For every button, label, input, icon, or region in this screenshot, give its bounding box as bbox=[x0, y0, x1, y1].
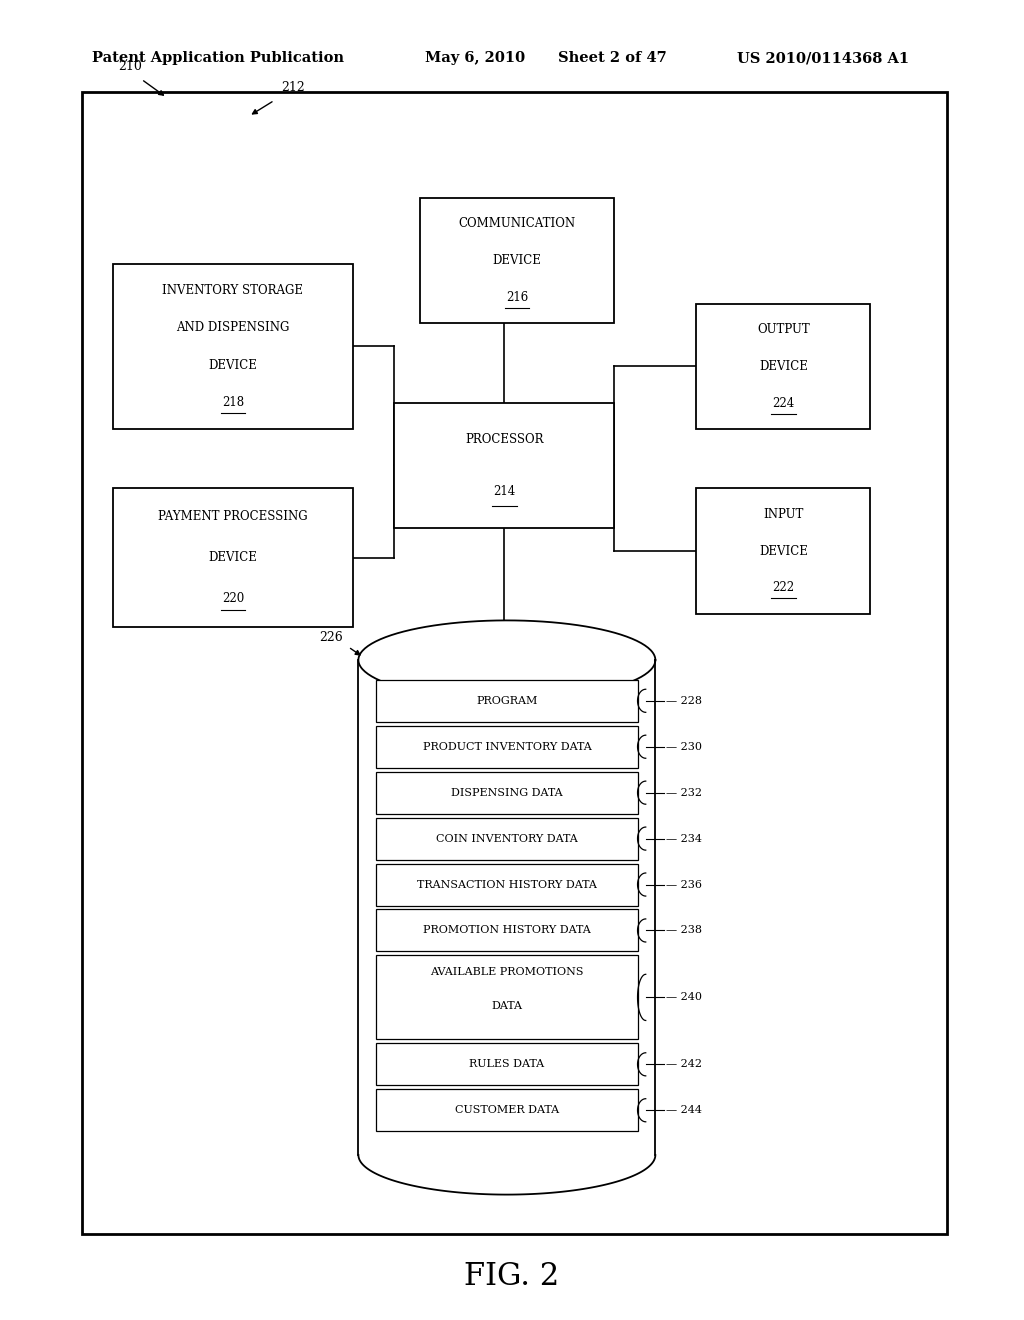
Text: DEVICE: DEVICE bbox=[209, 552, 257, 564]
Text: — 232: — 232 bbox=[667, 788, 702, 797]
FancyBboxPatch shape bbox=[376, 680, 638, 722]
Text: PROGRAM: PROGRAM bbox=[476, 696, 538, 706]
Text: PROCESSOR: PROCESSOR bbox=[465, 433, 544, 446]
Text: DEVICE: DEVICE bbox=[209, 359, 257, 372]
Text: 212: 212 bbox=[282, 81, 305, 94]
Text: DATA: DATA bbox=[492, 1001, 522, 1011]
Text: — 228: — 228 bbox=[667, 696, 702, 706]
Text: DEVICE: DEVICE bbox=[759, 545, 808, 557]
FancyBboxPatch shape bbox=[394, 403, 614, 528]
Text: 216: 216 bbox=[506, 292, 528, 304]
FancyBboxPatch shape bbox=[82, 92, 947, 1234]
Text: 220: 220 bbox=[222, 591, 244, 605]
FancyBboxPatch shape bbox=[113, 488, 353, 627]
Text: US 2010/0114368 A1: US 2010/0114368 A1 bbox=[737, 51, 909, 65]
Text: — 236: — 236 bbox=[667, 879, 702, 890]
FancyBboxPatch shape bbox=[376, 863, 638, 906]
FancyBboxPatch shape bbox=[376, 1043, 638, 1085]
FancyBboxPatch shape bbox=[696, 488, 870, 614]
Text: OUTPUT: OUTPUT bbox=[757, 323, 810, 335]
FancyBboxPatch shape bbox=[376, 817, 638, 859]
Text: DEVICE: DEVICE bbox=[493, 255, 542, 267]
FancyBboxPatch shape bbox=[376, 909, 638, 952]
FancyBboxPatch shape bbox=[376, 956, 638, 1039]
FancyBboxPatch shape bbox=[696, 304, 870, 429]
FancyBboxPatch shape bbox=[376, 726, 638, 768]
Text: RULES DATA: RULES DATA bbox=[469, 1060, 545, 1069]
Text: 214: 214 bbox=[494, 484, 515, 498]
FancyBboxPatch shape bbox=[376, 1089, 638, 1131]
Text: INPUT: INPUT bbox=[763, 508, 804, 520]
Text: Patent Application Publication: Patent Application Publication bbox=[92, 51, 344, 65]
Text: PROMOTION HISTORY DATA: PROMOTION HISTORY DATA bbox=[423, 925, 591, 936]
Text: — 242: — 242 bbox=[667, 1060, 702, 1069]
Text: COMMUNICATION: COMMUNICATION bbox=[459, 218, 575, 230]
Text: — 230: — 230 bbox=[667, 742, 702, 751]
Text: TRANSACTION HISTORY DATA: TRANSACTION HISTORY DATA bbox=[417, 879, 597, 890]
FancyBboxPatch shape bbox=[113, 264, 353, 429]
Text: DEVICE: DEVICE bbox=[759, 360, 808, 372]
Text: Sheet 2 of 47: Sheet 2 of 47 bbox=[558, 51, 667, 65]
FancyBboxPatch shape bbox=[376, 772, 638, 813]
Text: 218: 218 bbox=[222, 396, 244, 409]
Text: PAYMENT PROCESSING: PAYMENT PROCESSING bbox=[158, 511, 308, 524]
Text: — 244: — 244 bbox=[667, 1105, 702, 1115]
Text: FIG. 2: FIG. 2 bbox=[464, 1261, 560, 1292]
Text: — 238: — 238 bbox=[667, 925, 702, 936]
Text: DISPENSING DATA: DISPENSING DATA bbox=[451, 788, 563, 797]
Text: — 240: — 240 bbox=[667, 993, 702, 1002]
FancyBboxPatch shape bbox=[420, 198, 614, 323]
Text: PRODUCT INVENTORY DATA: PRODUCT INVENTORY DATA bbox=[423, 742, 591, 751]
Text: — 234: — 234 bbox=[667, 834, 702, 843]
Text: CUSTOMER DATA: CUSTOMER DATA bbox=[455, 1105, 559, 1115]
Text: 226: 226 bbox=[319, 631, 343, 644]
Text: AND DISPENSING: AND DISPENSING bbox=[176, 321, 290, 334]
Text: COIN INVENTORY DATA: COIN INVENTORY DATA bbox=[436, 834, 578, 843]
Text: May 6, 2010: May 6, 2010 bbox=[425, 51, 525, 65]
Text: INVENTORY STORAGE: INVENTORY STORAGE bbox=[163, 284, 303, 297]
Text: 224: 224 bbox=[772, 397, 795, 409]
Text: 210: 210 bbox=[118, 59, 141, 73]
Text: AVAILABLE PROMOTIONS: AVAILABLE PROMOTIONS bbox=[430, 968, 584, 977]
Text: 222: 222 bbox=[772, 582, 795, 594]
